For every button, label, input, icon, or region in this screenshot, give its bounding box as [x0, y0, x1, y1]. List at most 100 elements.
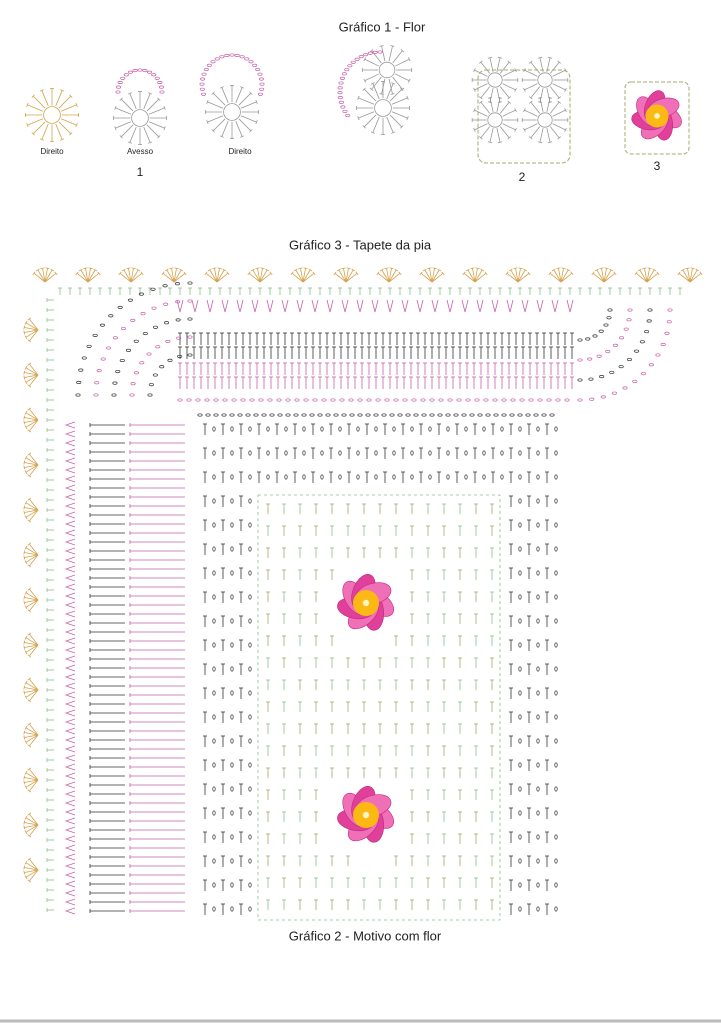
chain: [212, 426, 216, 432]
v-stitch: [371, 299, 379, 313]
chain: [248, 498, 252, 504]
chain: [655, 353, 661, 357]
stitch-bar: [369, 87, 374, 91]
stitch-bar: [419, 271, 423, 276]
chain: [86, 344, 92, 348]
stitch-bar: [561, 267, 566, 269]
chain: [517, 413, 523, 417]
stitch: [28, 723, 39, 736]
chain: [577, 338, 583, 342]
chain: [230, 594, 234, 600]
stitch: [644, 268, 648, 283]
stitch: [44, 269, 53, 283]
v-stitch: [416, 299, 424, 313]
stitch-bar: [487, 96, 492, 99]
chain: [321, 398, 327, 402]
v-stitch: [64, 448, 76, 456]
stitch-bar: [363, 78, 366, 83]
chain: [212, 882, 216, 888]
stitch-bar: [27, 429, 32, 433]
stitch: [24, 644, 39, 648]
stitch-bar: [24, 455, 28, 460]
v-stitch: [64, 538, 76, 546]
v-stitch: [64, 691, 76, 699]
stitch: [25, 464, 39, 473]
chain: [151, 73, 157, 77]
stitch-bar: [69, 94, 73, 98]
stitch: [431, 268, 435, 283]
chain: [618, 365, 624, 369]
chain: [162, 284, 168, 288]
chain: [230, 738, 234, 744]
stitch-bar: [346, 267, 351, 269]
chain: [222, 398, 228, 402]
stitch-bar: [514, 108, 517, 113]
v-stitch: [64, 502, 76, 510]
chain: [117, 305, 123, 309]
stitch: [25, 689, 39, 698]
chain: [410, 474, 414, 480]
stitch: [364, 73, 379, 82]
chain: [177, 398, 183, 402]
stitch: [130, 272, 143, 283]
stitch: [41, 90, 49, 107]
stitch-bar: [23, 775, 25, 780]
stitch: [25, 682, 39, 691]
chain: [519, 398, 525, 402]
chain: [536, 450, 540, 456]
stitch: [25, 509, 39, 518]
stitch: [41, 123, 49, 140]
stitch: [25, 817, 39, 826]
stitch: [28, 588, 39, 601]
chain: [255, 67, 261, 72]
stitch-bar: [260, 267, 265, 269]
chain: [140, 312, 146, 316]
stitch-bar: [269, 271, 273, 276]
chain: [92, 333, 98, 337]
stitch-bar: [609, 268, 614, 272]
stitch-bar: [27, 474, 32, 478]
chain: [541, 413, 547, 417]
stitch-bar: [119, 135, 123, 139]
chain: [536, 570, 540, 576]
v-stitch: [64, 781, 76, 789]
stitch: [76, 272, 89, 283]
chain: [303, 398, 309, 402]
chain: [248, 60, 254, 64]
chain: [554, 426, 558, 432]
stitch: [28, 734, 39, 747]
stitch-bar: [23, 375, 25, 380]
chain: [492, 398, 498, 402]
chain: [266, 474, 270, 480]
chain: [525, 413, 531, 417]
stitch-bar: [27, 879, 32, 883]
chain: [130, 382, 136, 386]
v-stitch: [311, 299, 319, 313]
stitch-bar: [204, 271, 208, 276]
chain: [485, 413, 491, 417]
chain: [518, 882, 522, 888]
stitch: [25, 869, 39, 878]
stitch: [143, 93, 151, 110]
chain: [549, 413, 555, 417]
chain: [634, 349, 640, 353]
stitch-bar: [23, 870, 25, 875]
stitch: [171, 268, 175, 283]
v-stitch: [191, 299, 199, 313]
chain: [112, 336, 118, 340]
stitch-bar: [23, 370, 25, 375]
chain: [133, 339, 139, 343]
stitch-bar: [465, 268, 470, 272]
stitch: [259, 268, 263, 283]
chain: [115, 90, 121, 94]
stitch-bar: [27, 722, 32, 726]
v-stitch: [64, 907, 76, 915]
stitch: [173, 268, 177, 283]
ring: [487, 112, 503, 128]
stitch-bar: [566, 268, 571, 272]
stitch: [480, 126, 491, 139]
stitch-bar: [27, 339, 32, 343]
stitch: [302, 269, 311, 283]
stitch: [58, 95, 72, 109]
v-stitch: [64, 475, 76, 483]
